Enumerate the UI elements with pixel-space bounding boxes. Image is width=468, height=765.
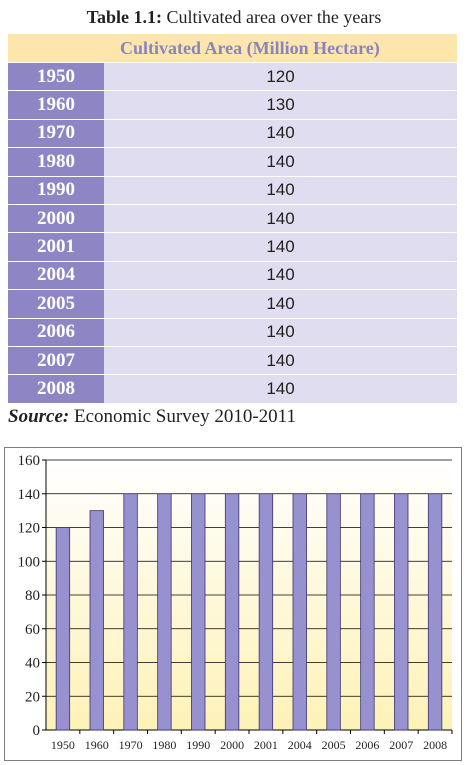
bar <box>89 510 104 731</box>
table-row: 2001 140 <box>8 232 457 262</box>
bar <box>191 493 206 731</box>
table-cell-area: 140 <box>104 289 457 319</box>
table-body: 1950 120 1960 130 1970 140 1980 140 1990 140 2000 1… <box>8 62 457 403</box>
table-cell-year: 2004 <box>8 261 104 291</box>
x-tick-label: 2008 <box>423 738 447 752</box>
table-cell-area: 120 <box>104 62 457 92</box>
bar <box>224 493 240 731</box>
table-cell-area: 140 <box>104 346 457 376</box>
table-cell-area: 140 <box>104 374 457 403</box>
y-tick-label: 0 <box>33 723 41 739</box>
table-cell-area: 140 <box>104 176 457 205</box>
bar <box>326 493 341 731</box>
table-row: 1990 140 <box>8 176 457 205</box>
x-tick-label: 1970 <box>119 738 143 752</box>
y-tick-label: 80 <box>25 588 40 604</box>
table-header-row: Cultivated Area (Million Hectare) <box>8 34 457 63</box>
source-line: Source: Economic Survey 2010-2011 <box>8 404 296 430</box>
table-cell-area: 140 <box>104 232 457 262</box>
source-label: Source: <box>8 406 70 427</box>
table-row: 1980 140 <box>8 147 457 177</box>
table-title-text: Cultivated area over the years <box>161 7 382 27</box>
bar <box>55 527 71 731</box>
table-row: 2000 140 <box>8 204 457 234</box>
bar <box>123 493 138 731</box>
table-row: 2008 140 <box>8 374 457 403</box>
bar <box>360 493 375 731</box>
x-tick-label: 2000 <box>220 738 244 752</box>
table-row: 2007 140 <box>8 346 457 376</box>
y-tick-label: 160 <box>18 453 41 469</box>
x-tick-label: 1960 <box>85 738 109 752</box>
bar <box>157 493 172 731</box>
table-cell-year: 1980 <box>8 147 104 177</box>
table-row: 2005 140 <box>8 289 457 319</box>
source-text: Economic Survey 2010-2011 <box>69 406 296 427</box>
y-tick-label: 140 <box>18 487 41 503</box>
x-tick-label: 1950 <box>51 738 75 752</box>
x-tick-label: 1990 <box>186 738 210 752</box>
table-cell-area: 140 <box>104 204 457 234</box>
table-cell-area: 130 <box>104 90 457 120</box>
x-tick-label: 2006 <box>355 738 379 752</box>
table-cell-year: 1950 <box>8 62 104 92</box>
table-cell-area: 140 <box>104 119 457 149</box>
table-cell-year: 1990 <box>8 176 104 205</box>
table-cell-year: 2000 <box>8 204 104 234</box>
table-cell-area: 140 <box>104 147 457 177</box>
y-tick-label: 20 <box>25 689 40 705</box>
header-cultivated-area: Cultivated Area (Million Hectare) <box>104 34 457 63</box>
table-cell-year: 2006 <box>8 318 104 347</box>
x-tick-label: 2001 <box>254 738 278 752</box>
table-row: 1970 140 <box>8 119 457 149</box>
table-row: 1950 120 <box>8 62 457 92</box>
table-cell-area: 140 <box>104 318 457 347</box>
table-cell-year: 1960 <box>8 90 104 120</box>
table-title-lead: Table 1.1: <box>86 7 162 27</box>
y-tick-label: 100 <box>18 554 41 570</box>
table-cell-area: 140 <box>104 261 457 291</box>
bar <box>394 493 409 731</box>
x-tick-label: 2007 <box>389 738 413 752</box>
table-row: 1960 130 <box>8 90 457 120</box>
x-tick-label: 2004 <box>288 738 312 752</box>
table-row: 2006 140 <box>8 318 457 347</box>
table-title: Table 1.1: Cultivated area over the year… <box>0 4 468 30</box>
header-year <box>8 34 104 63</box>
table-cell-year: 2008 <box>8 374 104 403</box>
bar <box>292 493 307 731</box>
x-tick-label: 1980 <box>152 738 176 752</box>
bar <box>258 493 274 731</box>
cultivated-area-bar-chart: 0 20 40 60 80 100 120 140 160 1950 1960 1970 1980 199… <box>4 447 462 761</box>
y-tick-label: 120 <box>18 521 41 537</box>
table-cell-year: 2005 <box>8 289 104 319</box>
table-cell-year: 2007 <box>8 346 104 376</box>
cultivated-area-table: Cultivated Area (Million Hectare) 1950 12… <box>8 34 457 403</box>
table-row: 2004 140 <box>8 261 457 291</box>
table-cell-year: 2001 <box>8 232 104 262</box>
y-tick-label: 60 <box>25 622 40 638</box>
y-tick-label: 40 <box>25 656 40 672</box>
bar <box>427 493 443 731</box>
table-cell-year: 1970 <box>8 119 104 149</box>
x-tick-label: 2005 <box>322 738 346 752</box>
